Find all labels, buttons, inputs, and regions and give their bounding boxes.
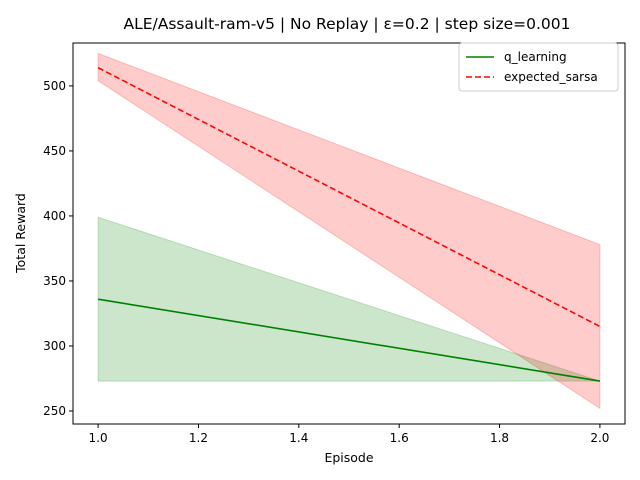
x-tick-label: 1.0 [89,431,108,445]
plot-frame [72,42,626,425]
line-expected-sarsa [97,66,601,328]
y-axis-ticks: 250 300 350 400 450 500 [43,79,73,418]
band-expected-sarsa [97,52,601,410]
x-tick-label: 1.2 [189,431,208,445]
series-lines [97,66,601,382]
y-axis-label: Total Reward [13,193,28,274]
x-tick-label: 2.0 [590,431,609,445]
legend-box [458,42,619,92]
x-tick-label: 1.4 [289,431,308,445]
y-tick-label: 300 [43,339,66,353]
legend: q_learning expected_sarsa [458,42,619,92]
legend-label-expected-sarsa: expected_sarsa [504,70,598,84]
x-tick-label: 1.8 [490,431,509,445]
legend-label-q-learning: q_learning [504,50,567,64]
confidence-bands [97,52,601,410]
y-tick-label: 400 [43,209,66,223]
x-tick-label: 1.6 [390,431,409,445]
y-tick-label: 350 [43,274,66,288]
y-tick-label: 500 [43,79,66,93]
y-tick-label: 250 [43,404,66,418]
line-q-learning [97,298,601,382]
x-axis-label: Episode [324,450,373,465]
x-axis-ticks: 1.0 1.2 1.4 1.6 1.8 2.0 [89,424,609,445]
y-tick-label: 450 [43,144,66,158]
chart-title: ALE/Assault-ram-v5 | No Replay | ε=0.2 |… [123,15,570,33]
